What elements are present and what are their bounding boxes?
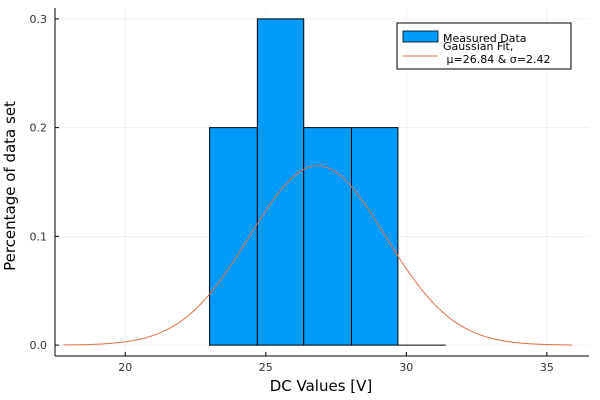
histogram-bar — [209, 127, 258, 346]
x-axis-label: DC Values [V] — [270, 377, 373, 395]
histogram-bar — [303, 127, 353, 346]
y-tick-label: 0.1 — [30, 230, 48, 243]
legend-label-gaussian: Gaussian Fit, μ=26.84 & σ=2.42 — [443, 40, 550, 66]
histogram-bars — [209, 18, 446, 346]
legend-swatch-measured — [402, 30, 439, 43]
y-tick-label: 0.3 — [30, 13, 48, 26]
legend: Measured Data Gaussian Fit, μ=26.84 & σ=… — [396, 22, 572, 70]
axes — [54, 8, 589, 357]
legend-label-measured: Measured Data — [443, 32, 527, 45]
legend-label-gaussian-line: Gaussian Fit, — [443, 40, 513, 53]
x-tick-label: 30 — [399, 361, 413, 374]
histogram-bar — [351, 127, 399, 346]
x-tick-label: 35 — [540, 361, 554, 374]
y-axis-label: Percentage of data set — [1, 101, 19, 271]
tick-labels: 20 25 30 35 0.0 0.1 0.2 0.3 — [30, 13, 554, 374]
gaussian-fit-curve — [63, 165, 573, 346]
legend-label-gaussian-line: μ=26.84 & σ=2.42 — [443, 53, 550, 66]
histogram-bar — [256, 18, 305, 346]
x-tick-label: 20 — [118, 361, 132, 374]
gaussian-fit-curve-group — [63, 165, 573, 346]
x-tick-label: 25 — [259, 361, 273, 374]
y-tick-label: 0.2 — [30, 122, 48, 135]
y-tick-label: 0.0 — [30, 339, 48, 352]
